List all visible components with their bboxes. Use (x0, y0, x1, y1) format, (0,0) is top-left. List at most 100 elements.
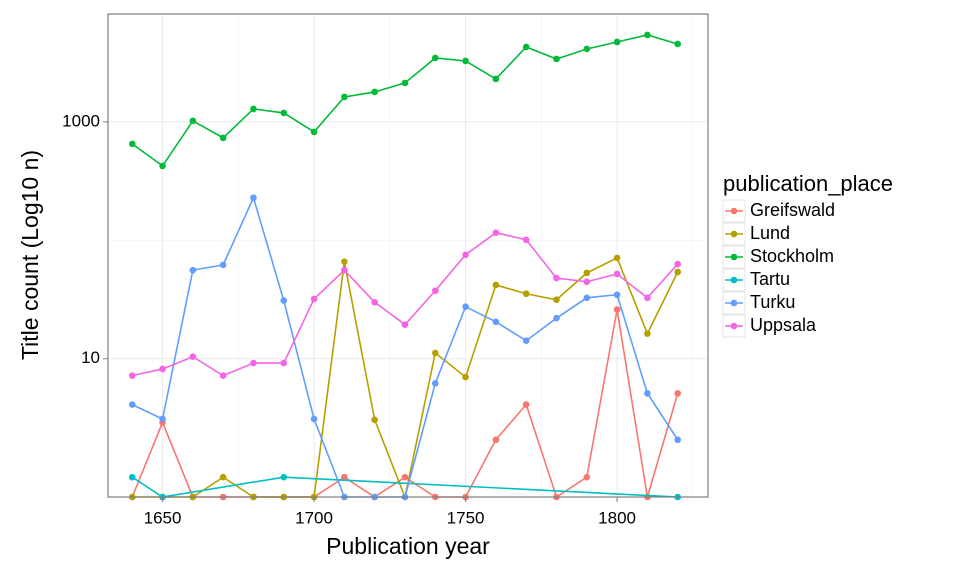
point (431, 349, 439, 357)
point (583, 45, 591, 53)
point (219, 134, 227, 142)
point (492, 436, 500, 444)
point (280, 109, 288, 117)
point (583, 269, 591, 277)
point (250, 105, 257, 113)
y-tick-label: 1000 (62, 111, 100, 130)
point (583, 294, 591, 302)
point (189, 117, 197, 125)
point (674, 260, 681, 268)
point (159, 415, 166, 423)
point (462, 303, 469, 311)
point (613, 306, 621, 313)
point (431, 380, 439, 387)
point (401, 321, 409, 328)
point (613, 291, 621, 299)
point (219, 372, 227, 379)
point (250, 359, 257, 367)
point (492, 229, 500, 236)
panel (108, 14, 708, 497)
point (341, 258, 348, 265)
point (341, 266, 348, 274)
point (310, 295, 318, 303)
point (462, 57, 469, 65)
point (371, 298, 378, 306)
point (159, 365, 166, 373)
legend-label: Turku (750, 292, 795, 312)
point (674, 390, 681, 397)
legend-key-point (730, 207, 738, 215)
point (522, 337, 530, 345)
legend-key-point (730, 322, 738, 330)
point (522, 401, 530, 408)
point (522, 236, 530, 244)
point (583, 473, 591, 481)
point (128, 401, 136, 408)
point (613, 254, 621, 262)
legend-label: Lund (750, 223, 790, 243)
series-line (131, 476, 678, 498)
point (310, 128, 318, 136)
point (159, 162, 166, 170)
point (341, 93, 348, 101)
lines (128, 31, 681, 501)
legend-key-point (730, 276, 738, 284)
point (644, 330, 651, 337)
x-tick-label: 1650 (144, 508, 182, 527)
point (553, 55, 560, 63)
point (644, 294, 651, 302)
point (189, 266, 197, 274)
y-tick-label: 10 (81, 348, 100, 367)
point (431, 54, 439, 62)
point (613, 38, 621, 46)
x-axis-title: Publication year (326, 533, 490, 559)
point (250, 194, 257, 202)
point (674, 268, 681, 276)
point (189, 353, 197, 361)
point (280, 297, 288, 304)
point (280, 473, 288, 481)
point (401, 79, 409, 87)
point (280, 359, 288, 367)
point (522, 43, 530, 51)
point (492, 281, 500, 289)
point (522, 290, 530, 298)
x-tick-label: 1800 (598, 508, 636, 527)
point (553, 296, 560, 304)
point (644, 31, 651, 39)
point (462, 373, 469, 381)
point (553, 314, 560, 322)
legend-key-point (730, 230, 738, 238)
point (219, 261, 227, 269)
x-tick-label: 1750 (447, 508, 485, 527)
point (431, 287, 439, 295)
point (128, 473, 136, 481)
legend-label: Tartu (750, 269, 790, 289)
legend-key-point (730, 253, 738, 261)
point (401, 473, 409, 481)
point (128, 372, 136, 379)
x-tick-label: 1700 (295, 508, 333, 527)
point (644, 390, 651, 397)
point (128, 140, 136, 148)
point (674, 436, 681, 444)
point (583, 278, 591, 286)
point (371, 416, 378, 424)
point (492, 318, 500, 326)
point (492, 75, 500, 83)
point (674, 40, 681, 48)
point (613, 270, 621, 278)
point (341, 473, 348, 481)
point (310, 415, 318, 423)
panel-border (107, 13, 709, 498)
legend-label: Stockholm (750, 246, 834, 266)
y-axis-title: Title count (Log10 n) (17, 150, 43, 360)
point (219, 473, 227, 481)
legend-key-point (730, 299, 738, 307)
legend-title: publication_place (723, 171, 893, 196)
legend-label: Greifswald (750, 200, 835, 220)
point (462, 251, 469, 259)
legend-label: Uppsala (750, 315, 817, 335)
point (553, 274, 560, 282)
